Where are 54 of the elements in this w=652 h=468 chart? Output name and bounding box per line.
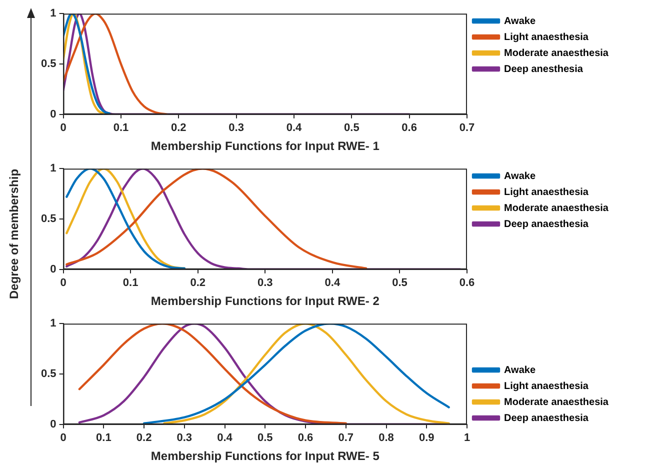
x-axis-title: Membership Functions for Input RWE- 1 bbox=[150, 139, 380, 154]
y-tick-label: 1 bbox=[50, 8, 56, 20]
x-tick-label: 0 bbox=[60, 277, 66, 290]
y-tick-label: 0 bbox=[50, 108, 56, 120]
y-tick-label: 0 bbox=[50, 418, 56, 430]
legend-label: Awake bbox=[504, 170, 536, 182]
x-tick-label: 0.8 bbox=[378, 432, 394, 444]
x-tick-label: 0.3 bbox=[228, 122, 244, 134]
legend-label: Deep anaesthesia bbox=[504, 412, 589, 424]
legend-label: Moderate anaesthesia bbox=[504, 48, 609, 59]
x-tick-label: 0.5 bbox=[257, 432, 273, 444]
x-axis-title: Membership Functions for Input RWE- 2 bbox=[150, 294, 380, 308]
legend-label: Awake bbox=[504, 16, 536, 27]
x-tick-label: 0.3 bbox=[257, 277, 273, 290]
x-tick-label: 0.2 bbox=[136, 432, 152, 444]
legend-label: Awake bbox=[504, 364, 536, 376]
y-tick-label: 0 bbox=[50, 263, 56, 276]
y-tick-label: 0.5 bbox=[40, 213, 56, 226]
legend-label: Light anaesthesia bbox=[504, 380, 589, 392]
x-tick-label: 0 bbox=[60, 432, 66, 444]
x-axis-title: Membership Functions for Input RWE- 5 bbox=[150, 449, 380, 464]
x-tick-label: 0.1 bbox=[96, 432, 112, 444]
x-tick-label: 0.6 bbox=[402, 122, 417, 134]
line-series bbox=[78, 324, 347, 424]
legend-label: Deep anesthesia bbox=[504, 64, 584, 75]
x-tick-label: 0.7 bbox=[459, 122, 475, 134]
x-tick-label: 0.2 bbox=[170, 122, 186, 134]
x-tick-label: 0.1 bbox=[113, 122, 129, 134]
legend-label: Deep anaesthesia bbox=[504, 218, 589, 230]
x-tick-label: 0.5 bbox=[344, 122, 360, 134]
line-series bbox=[66, 168, 186, 270]
x-tick-label: 0.5 bbox=[392, 277, 408, 290]
x-tick-label: 0 bbox=[60, 122, 66, 134]
x-tick-label: 0.4 bbox=[286, 122, 303, 134]
y-tick-label: 0.5 bbox=[40, 368, 56, 380]
x-tick-label: 1 bbox=[464, 432, 470, 444]
y-tick-label: 0.5 bbox=[40, 58, 56, 70]
x-tick-label: 0.9 bbox=[418, 432, 434, 444]
x-tick-label: 0.6 bbox=[459, 277, 475, 290]
legend-label: Moderate anaesthesia bbox=[504, 396, 609, 408]
y-tick-label: 1 bbox=[50, 318, 56, 330]
legend-label: Light anaesthesia bbox=[504, 186, 589, 198]
x-tick-label: 0.1 bbox=[122, 277, 138, 290]
x-tick-label: 0.6 bbox=[298, 432, 314, 444]
x-tick-label: 0.4 bbox=[217, 432, 234, 444]
legend-label: Light anaesthesia bbox=[504, 32, 589, 43]
x-tick-label: 0.2 bbox=[190, 277, 206, 290]
y-axis-title: Degree of membership bbox=[7, 168, 21, 300]
y-tick-label: 1 bbox=[50, 162, 56, 175]
x-tick-label: 0.4 bbox=[324, 277, 341, 290]
x-tick-label: 0.7 bbox=[338, 432, 354, 444]
line-series bbox=[66, 168, 368, 270]
x-tick-label: 0.3 bbox=[176, 432, 192, 444]
legend-label: Moderate anaesthesia bbox=[504, 202, 609, 214]
